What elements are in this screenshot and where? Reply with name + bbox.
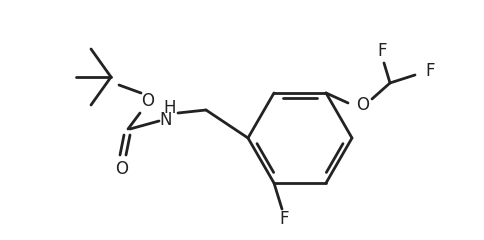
Text: H: H (164, 99, 176, 117)
Text: F: F (424, 62, 434, 80)
Text: O: O (356, 96, 369, 114)
Text: N: N (159, 111, 172, 129)
Text: O: O (141, 92, 154, 110)
Text: F: F (279, 210, 288, 228)
Text: F: F (377, 42, 386, 60)
Text: O: O (115, 160, 128, 178)
